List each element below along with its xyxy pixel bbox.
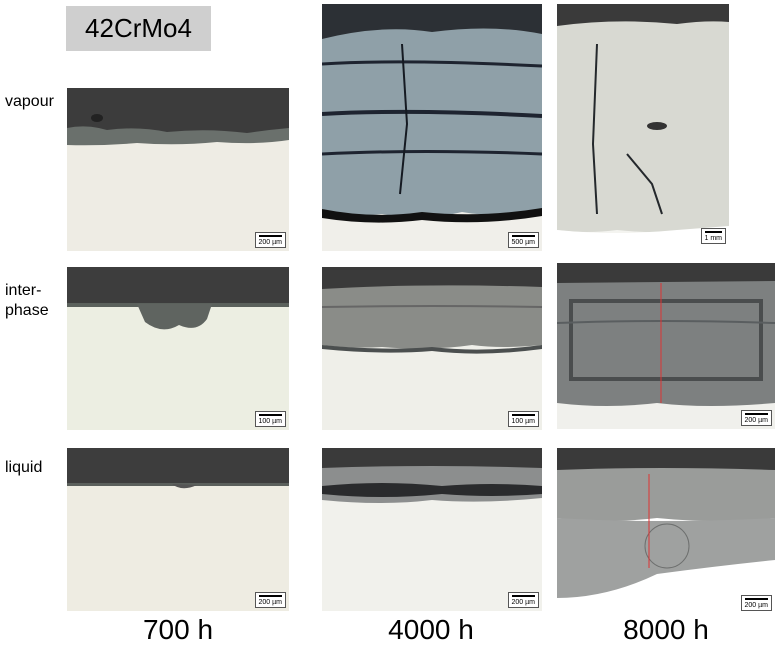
micrograph-interphase-8000h: 200 µm [557, 263, 775, 429]
row-label-interphase: inter- phase [5, 282, 49, 319]
material-title: 42CrMo4 [66, 6, 211, 51]
scale-bar: 200 µm [740, 410, 772, 426]
scale-bar: 200 µm [740, 595, 772, 611]
column-label-700h: 700 h [142, 614, 214, 645]
micrograph-interphase-4000h: 100 µm [322, 267, 542, 430]
row-label-vapour: vapour [5, 93, 54, 110]
column-label-8000h: 8000 h [623, 614, 709, 645]
scale-bar: 100 µm [507, 411, 539, 427]
micrograph-liquid-8000h: 200 µm [557, 448, 775, 614]
scale-bar: 200 µm [507, 592, 539, 608]
micrograph-vapour-700h: 200 µm [67, 88, 289, 251]
micrograph-vapour-8000h: 1 mm [557, 4, 729, 247]
micrograph-interphase-700h: 100 µm [67, 267, 289, 430]
scale-bar: 200 µm [254, 592, 286, 608]
row-label-liquid: liquid [5, 459, 43, 476]
column-label-4000h: 4000 h [388, 614, 474, 645]
micrograph-liquid-700h: 200 µm [67, 448, 289, 611]
scale-bar: 100 µm [254, 411, 286, 427]
scale-bar: 500 µm [507, 232, 539, 248]
micrograph-liquid-4000h: 200 µm [322, 448, 542, 611]
scale-bar: 1 mm [700, 228, 726, 244]
micrograph-vapour-4000h: 500 µm [322, 4, 542, 251]
scale-bar: 200 µm [254, 232, 286, 248]
